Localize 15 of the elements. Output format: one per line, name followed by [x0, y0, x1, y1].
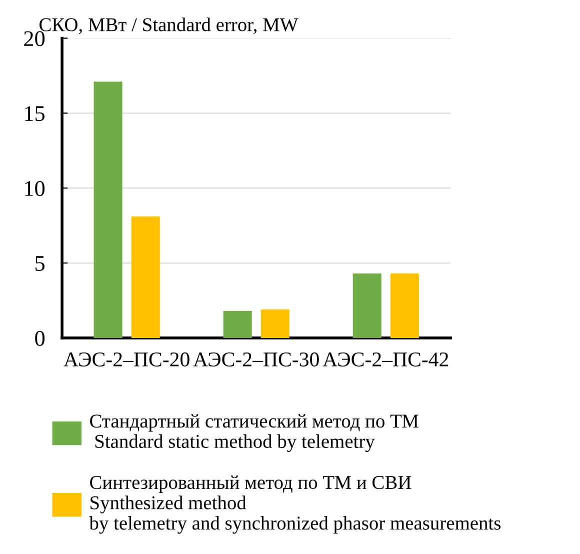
bar	[223, 310, 252, 338]
x-tick-label: АЭС-2–ПС-42	[322, 352, 448, 366]
x-tick-label: АЭС-2–ПС-20	[64, 352, 190, 366]
bar	[131, 216, 160, 338]
bar	[260, 309, 290, 338]
legend-label: Синтезированный метод по ТМ и СВИ Synthesized method by telemetry and synchronized phasor measurements	[89, 476, 501, 534]
legend-label: Стандартный статический метод по ТМ Standard static method by telemetry	[90, 414, 418, 452]
bar	[94, 82, 122, 338]
y-tick-label: 0	[35, 330, 45, 346]
bar	[352, 274, 382, 338]
x-tick-label: АЭС-2–ПС-30	[193, 352, 319, 366]
y-tick-label: 15	[25, 106, 45, 122]
y-tick-label: 10	[25, 181, 45, 196]
y-tick-label: 5	[36, 256, 45, 271]
bar	[390, 274, 419, 338]
